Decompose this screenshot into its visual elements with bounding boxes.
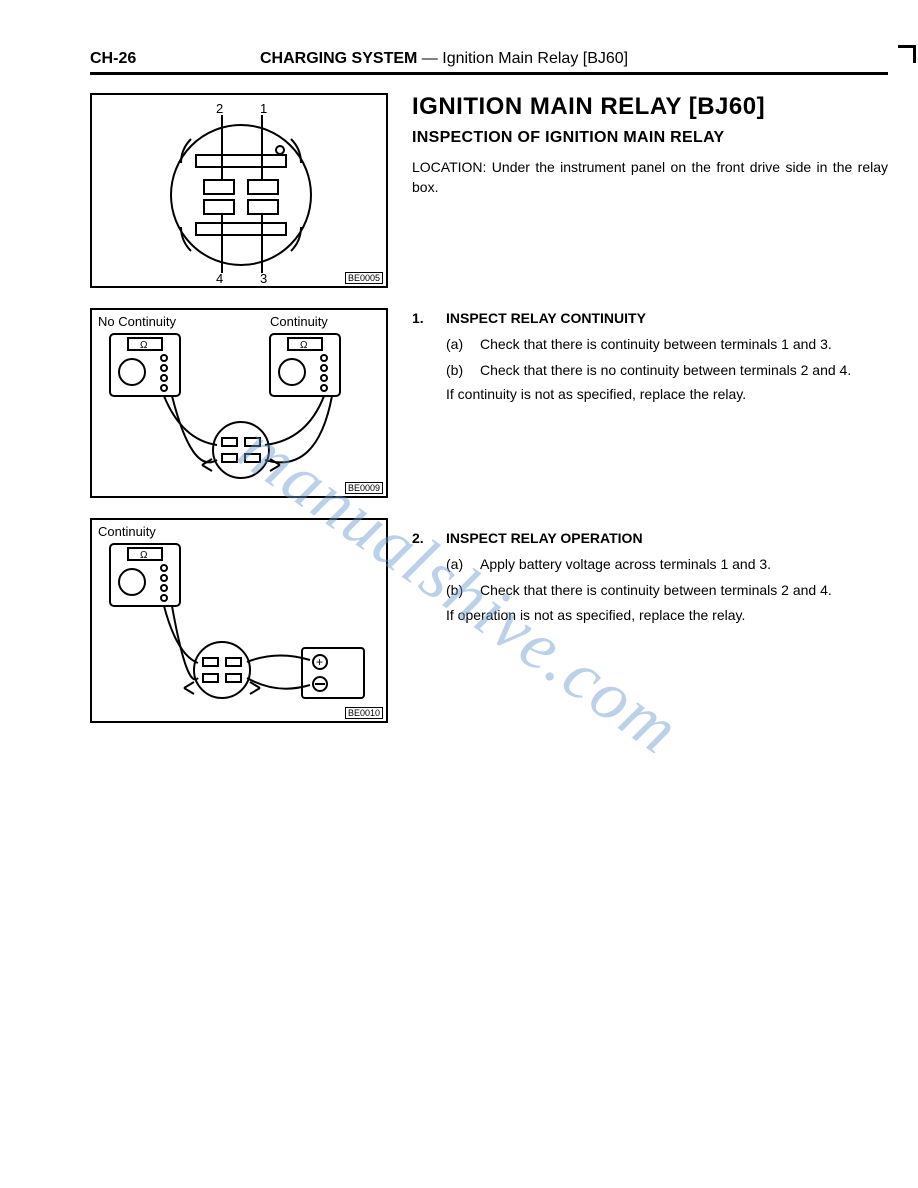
continuity-label-3: Continuity (98, 524, 156, 539)
step-1: 1. INSPECT RELAY CONTINUITY (a) Check th… (412, 310, 888, 403)
step-heading: 1. INSPECT RELAY CONTINUITY (412, 310, 888, 326)
figure-code: BE0009 (345, 482, 383, 494)
figure-code: BE0010 (345, 707, 383, 719)
substep-letter: (a) (446, 334, 480, 354)
substep: (b) Check that there is no continuity be… (446, 360, 888, 380)
substep-text: Check that there is no continuity betwee… (480, 360, 851, 380)
operation-diagram-icon: Ω + (92, 520, 390, 725)
section-subtitle: INSPECTION OF IGNITION MAIN RELAY (412, 129, 888, 147)
step-number: 1. (412, 310, 446, 326)
svg-text:Ω: Ω (140, 550, 148, 561)
substep: (b) Check that there is continuity betwe… (446, 580, 888, 600)
relay-diagram-icon (92, 95, 390, 290)
figure-continuity-test: No Continuity Continuity Ω Ω (90, 308, 388, 498)
step-note: If operation is not as specified, replac… (446, 607, 888, 623)
main-title: IGNITION MAIN RELAY [BJ60] (412, 93, 888, 121)
step-number: 2. (412, 530, 446, 546)
figure-code: BE0005 (345, 272, 383, 284)
substep: (a) Apply battery voltage across termina… (446, 554, 888, 574)
svg-text:Ω: Ω (300, 340, 308, 351)
corner-mark (898, 45, 916, 63)
substep-letter: (a) (446, 554, 480, 574)
step-title: INSPECT RELAY CONTINUITY (446, 310, 646, 326)
figure-operation-test: Continuity Ω + (90, 518, 388, 723)
step-note: If continuity is not as specified, repla… (446, 386, 888, 402)
header-subtitle: Ignition Main Relay [BJ60] (442, 50, 628, 67)
page-number: CH-26 (90, 50, 260, 68)
terminal-label-1: 1 (260, 101, 267, 116)
substep-text: Check that there is continuity between t… (480, 580, 832, 600)
figure-relay-connector: 2 1 4 3 BE0005 (90, 93, 388, 288)
figures-column: 2 1 4 3 BE0005 No Continuity Continuity … (90, 93, 388, 743)
page-header: CH-26 CHARGING SYSTEM — Ignition Main Re… (90, 50, 888, 75)
text-column: IGNITION MAIN RELAY [BJ60] INSPECTION OF… (412, 93, 888, 743)
step-heading: 2. INSPECT RELAY OPERATION (412, 530, 888, 546)
step-2: 2. INSPECT RELAY OPERATION (a) Apply bat… (412, 530, 888, 623)
svg-text:+: + (316, 655, 323, 669)
terminal-label-2: 2 (216, 101, 223, 116)
continuity-diagram-icon: Ω Ω (92, 310, 390, 500)
continuity-label: Continuity (270, 314, 328, 329)
terminal-label-4: 4 (216, 271, 223, 286)
substep: (a) Check that there is continuity betwe… (446, 334, 888, 354)
substep-text: Apply battery voltage across terminals 1… (480, 554, 771, 574)
substep-text: Check that there is continuity between t… (480, 334, 832, 354)
header-system: CHARGING SYSTEM (260, 50, 417, 67)
no-continuity-label: No Continuity (98, 314, 176, 329)
substep-letter: (b) (446, 580, 480, 600)
header-separator: — (422, 50, 442, 67)
content-area: 2 1 4 3 BE0005 No Continuity Continuity … (90, 93, 888, 743)
terminal-label-3: 3 (260, 271, 267, 286)
svg-text:Ω: Ω (140, 340, 148, 351)
location-text: LOCATION: Under the instrument panel on … (412, 157, 888, 198)
header-title-block: CHARGING SYSTEM — Ignition Main Relay [B… (260, 50, 628, 68)
substep-letter: (b) (446, 360, 480, 380)
step-title: INSPECT RELAY OPERATION (446, 530, 643, 546)
